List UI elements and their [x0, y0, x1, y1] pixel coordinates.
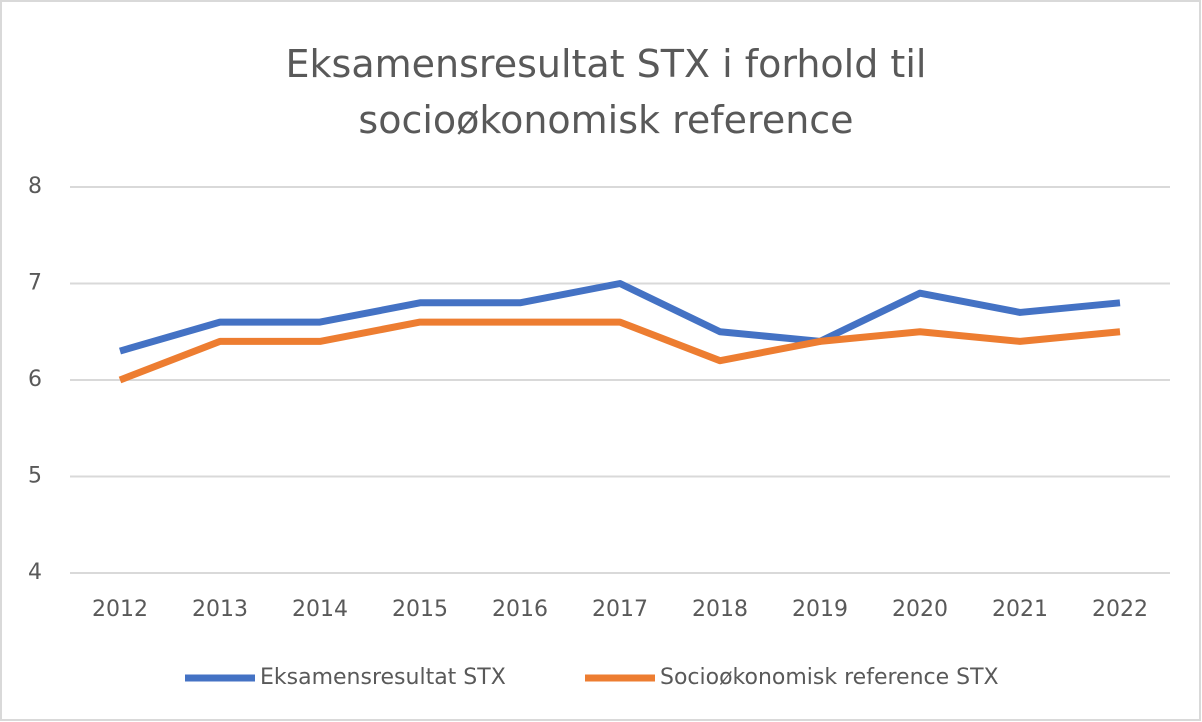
legend-label: Eksamensresultat STX: [260, 665, 506, 690]
x-tick-label: 2016: [492, 597, 548, 622]
chart-title: Eksamensresultat STX i forhold til socio…: [285, 42, 927, 142]
x-tick-label: 2015: [392, 597, 448, 622]
series-line: [119, 280, 1121, 355]
y-tick-label: 5: [28, 464, 42, 489]
x-tick-label: 2019: [792, 597, 848, 622]
x-tick-label: 2013: [192, 597, 248, 622]
y-tick-label: 8: [28, 174, 42, 199]
y-tick-label: 4: [28, 560, 42, 585]
x-tick-label: 2014: [292, 597, 348, 622]
x-tick-label: 2021: [992, 597, 1048, 622]
y-tick-label: 7: [28, 271, 42, 296]
x-tick-label: 2018: [692, 597, 748, 622]
series-line: [118, 318, 1121, 384]
legend-label: Socioøkonomisk reference STX: [660, 665, 999, 690]
x-tick-label: 2012: [92, 597, 148, 622]
x-tick-label: 2022: [1092, 597, 1148, 622]
x-tick-label: 2020: [892, 597, 948, 622]
y-tick-label: 6: [28, 367, 42, 392]
x-tick-label: 2017: [592, 597, 648, 622]
